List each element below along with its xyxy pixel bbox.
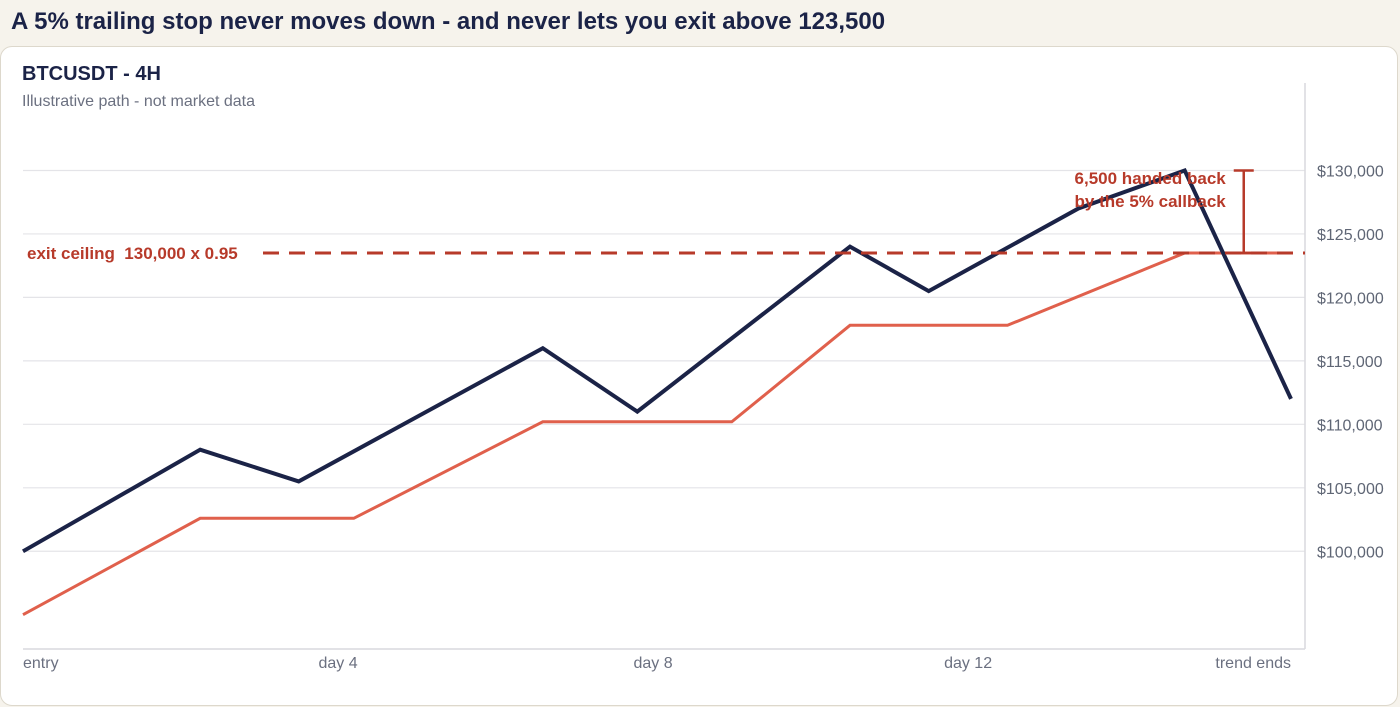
axes: [23, 83, 1306, 650]
x-tick-label: day 8: [633, 655, 672, 672]
chart-subtitle: Illustrative path - not market data: [22, 93, 255, 110]
x-axis-ticks: entry day 4 day 8 day 12 trend ends: [23, 655, 1291, 672]
x-tick-label: trend ends: [1215, 655, 1291, 672]
grid-lines: [23, 169, 1305, 552]
y-tick-label: $110,000: [1317, 417, 1383, 434]
y-tick-label: $120,000: [1317, 290, 1384, 307]
x-tick-label: entry: [23, 655, 59, 672]
y-axis-ticks: $100,000 $105,000 $110,000 $115,000 $120,000…: [1317, 163, 1384, 561]
price-line: [22, 168, 1293, 554]
y-tick-label: $105,000: [1317, 481, 1384, 498]
chart-symbol-title: BTCUSDT - 4H: [22, 63, 161, 85]
callback-label-line1: 6,500 handed back: [1075, 169, 1227, 188]
x-tick-label: day 4: [318, 655, 357, 672]
page-headline: A 5% trailing stop never moves down - an…: [11, 8, 886, 35]
x-tick-label: day 12: [944, 655, 992, 672]
exit-ceiling-label: exit ceiling 130,000 x 0.95: [27, 244, 238, 263]
y-tick-label: $130,000: [1317, 163, 1384, 180]
y-tick-label: $125,000: [1317, 227, 1384, 244]
annotations: exit ceiling 130,000 x 0.95 6,500 handed …: [27, 169, 1305, 263]
trailing-stop-line: [22, 251, 1291, 617]
price-chart: BTCUSDT - 4H Illustrative path - not mar…: [22, 63, 1384, 672]
series-lines: [22, 168, 1293, 617]
callback-label-line2: by the 5% callback: [1075, 192, 1227, 211]
chart-card: BTCUSDT - 4H Illustrative path - not mar…: [0, 46, 1398, 706]
y-tick-label: $115,000: [1317, 354, 1383, 371]
y-tick-label: $100,000: [1317, 544, 1384, 561]
